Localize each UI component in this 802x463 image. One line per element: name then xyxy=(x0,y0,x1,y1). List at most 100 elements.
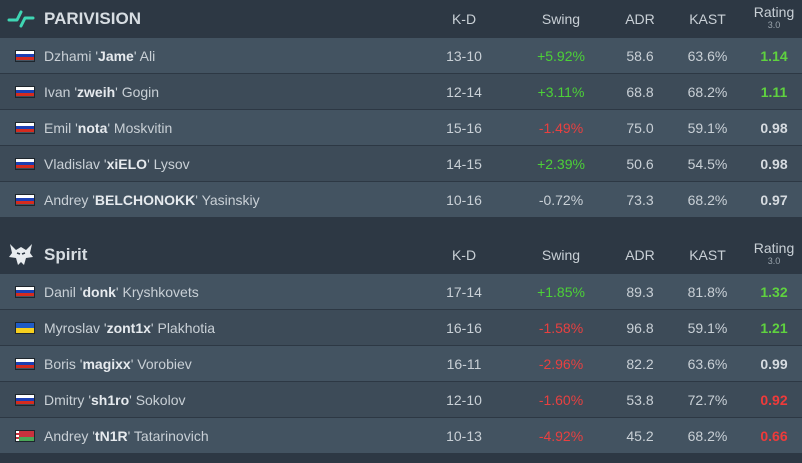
player-nickname: nota xyxy=(77,119,108,136)
player-rating: 1.21 xyxy=(760,319,788,336)
player-kast: 72.7% xyxy=(687,391,728,408)
player-kast: 54.5% xyxy=(687,155,728,172)
player-kast: 68.2% xyxy=(687,427,728,444)
player-row: Emil 'nota' Moskvitin 15-16 -1.49% 75.0 … xyxy=(0,109,802,145)
player-last-name: Yasinskiy xyxy=(201,191,260,208)
player-adr: 58.6 xyxy=(626,47,654,64)
player-swing: -4.92% xyxy=(538,427,584,444)
player-kd: 17-14 xyxy=(446,283,482,300)
player-name-cell: Boris 'magixx' Vorobiev xyxy=(0,356,417,372)
player-first-name: Andrey xyxy=(44,427,89,444)
player-row: Dzhami 'Jame' Ali 13-10 +5.92% 58.6 63.6… xyxy=(0,37,802,73)
player-name-cell: Myroslav 'zont1x' Plakhotia xyxy=(0,320,417,336)
ru-flag-icon xyxy=(15,193,35,206)
ru-flag-icon xyxy=(15,285,35,298)
player-kast: 68.2% xyxy=(687,191,728,208)
header-kd[interactable]: K-D xyxy=(451,246,477,263)
player-swing: +1.85% xyxy=(537,283,585,300)
player-swing: -0.72% xyxy=(538,191,584,208)
player-row: Vladislav 'xiELO' Lysov 14-15 +2.39% 50.… xyxy=(0,145,802,181)
player-name-link[interactable]: Dzhami 'Jame' Ali xyxy=(44,47,156,64)
player-swing: -2.96% xyxy=(538,355,584,372)
player-name-cell: Emil 'nota' Moskvitin xyxy=(0,120,417,136)
player-rating: 0.92 xyxy=(760,391,788,408)
player-adr: 75.0 xyxy=(626,119,654,136)
player-name-link[interactable]: Boris 'magixx' Vorobiev xyxy=(44,355,192,372)
player-first-name: Dmitry xyxy=(44,391,85,408)
team-stats-table: PARIVISION K-D Swing ADR KAST Rating 3.0… xyxy=(0,0,802,217)
player-kast: 63.6% xyxy=(687,47,728,64)
player-nickname: donk xyxy=(82,283,116,300)
header-rating-label: Rating xyxy=(753,239,795,256)
by-flag-icon xyxy=(15,429,35,442)
player-kast: 81.8% xyxy=(687,283,728,300)
player-first-name: Vladislav xyxy=(44,155,101,172)
player-kast: 68.2% xyxy=(687,83,728,100)
player-row: Danil 'donk' Kryshkovets 17-14 +1.85% 89… xyxy=(0,273,802,309)
header-kast[interactable]: KAST xyxy=(689,246,726,263)
ru-flag-icon xyxy=(15,393,35,406)
player-adr: 50.6 xyxy=(626,155,654,172)
player-name-cell: Dmitry 'sh1ro' Sokolov xyxy=(0,392,417,408)
ua-flag-icon xyxy=(15,321,35,334)
header-swing[interactable]: Swing xyxy=(541,246,581,263)
player-last-name: Kryshkovets xyxy=(122,283,199,300)
player-nickname: tN1R xyxy=(94,427,128,444)
player-nickname: Jame xyxy=(98,47,134,64)
header-rating[interactable]: Rating 3.0 xyxy=(746,239,802,268)
header-rating[interactable]: Rating 3.0 xyxy=(746,3,802,32)
player-name-link[interactable]: Andrey 'tN1R' Tatarinovich xyxy=(44,427,209,444)
ru-flag-icon xyxy=(15,121,35,134)
player-first-name: Ivan xyxy=(44,83,71,100)
player-adr: 73.3 xyxy=(626,191,654,208)
player-kd: 10-16 xyxy=(446,191,482,208)
player-swing: +5.92% xyxy=(537,47,585,64)
player-rating: 1.32 xyxy=(760,283,788,300)
header-rating-label: Rating xyxy=(753,3,795,20)
player-adr: 96.8 xyxy=(626,319,654,336)
player-name-link[interactable]: Dmitry 'sh1ro' Sokolov xyxy=(44,391,186,408)
player-row: Andrey 'BELCHONOKK' Yasinskiy 10-16 -0.7… xyxy=(0,181,802,217)
team-name[interactable]: PARIVISION xyxy=(44,8,141,28)
player-name-cell: Dzhami 'Jame' Ali xyxy=(0,48,417,64)
team-stats-table: Spirit K-D Swing ADR KAST Rating 3.0 Dan… xyxy=(0,236,802,453)
header-kd[interactable]: K-D xyxy=(451,10,477,27)
player-name-link[interactable]: Myroslav 'zont1x' Plakhotia xyxy=(44,319,216,336)
player-row: Myroslav 'zont1x' Plakhotia 16-16 -1.58%… xyxy=(0,309,802,345)
player-kast: 59.1% xyxy=(687,319,728,336)
player-adr: 45.2 xyxy=(626,427,654,444)
player-name-link[interactable]: Emil 'nota' Moskvitin xyxy=(44,119,173,136)
header-adr[interactable]: ADR xyxy=(625,10,655,27)
player-rating: 0.97 xyxy=(760,191,788,208)
player-kd: 16-16 xyxy=(446,319,482,336)
header-kast[interactable]: KAST xyxy=(689,10,726,27)
player-name-cell: Andrey 'tN1R' Tatarinovich xyxy=(0,428,417,444)
player-adr: 53.8 xyxy=(626,391,654,408)
player-row: Dmitry 'sh1ro' Sokolov 12-10 -1.60% 53.8… xyxy=(0,381,802,417)
header-swing[interactable]: Swing xyxy=(541,10,581,27)
player-name-link[interactable]: Danil 'donk' Kryshkovets xyxy=(44,283,199,300)
player-last-name: Plakhotia xyxy=(157,319,216,336)
player-rating: 0.98 xyxy=(760,155,788,172)
player-nickname: xiELO xyxy=(106,155,148,172)
player-nickname: BELCHONOKK xyxy=(94,191,196,208)
player-kd: 10-13 xyxy=(446,427,482,444)
player-last-name: Tatarinovich xyxy=(133,427,209,444)
player-nickname: magixx xyxy=(82,355,131,372)
player-rating: 1.11 xyxy=(760,83,788,100)
player-adr: 82.2 xyxy=(626,355,654,372)
player-first-name: Myroslav xyxy=(44,319,101,336)
team-header: Spirit K-D Swing ADR KAST Rating 3.0 xyxy=(0,236,802,273)
player-name-link[interactable]: Ivan 'zweih' Gogin xyxy=(44,83,160,100)
player-last-name: Vorobiev xyxy=(137,355,192,372)
ru-flag-icon xyxy=(15,157,35,170)
player-nickname: sh1ro xyxy=(91,391,130,408)
player-swing: -1.60% xyxy=(538,391,584,408)
player-name-link[interactable]: Vladislav 'xiELO' Lysov xyxy=(44,155,190,172)
player-rating: 0.98 xyxy=(760,119,788,136)
header-adr[interactable]: ADR xyxy=(625,246,655,263)
player-name-link[interactable]: Andrey 'BELCHONOKK' Yasinskiy xyxy=(44,191,260,208)
player-swing: -1.58% xyxy=(538,319,584,336)
player-adr: 68.8 xyxy=(626,83,654,100)
team-name[interactable]: Spirit xyxy=(44,244,88,264)
